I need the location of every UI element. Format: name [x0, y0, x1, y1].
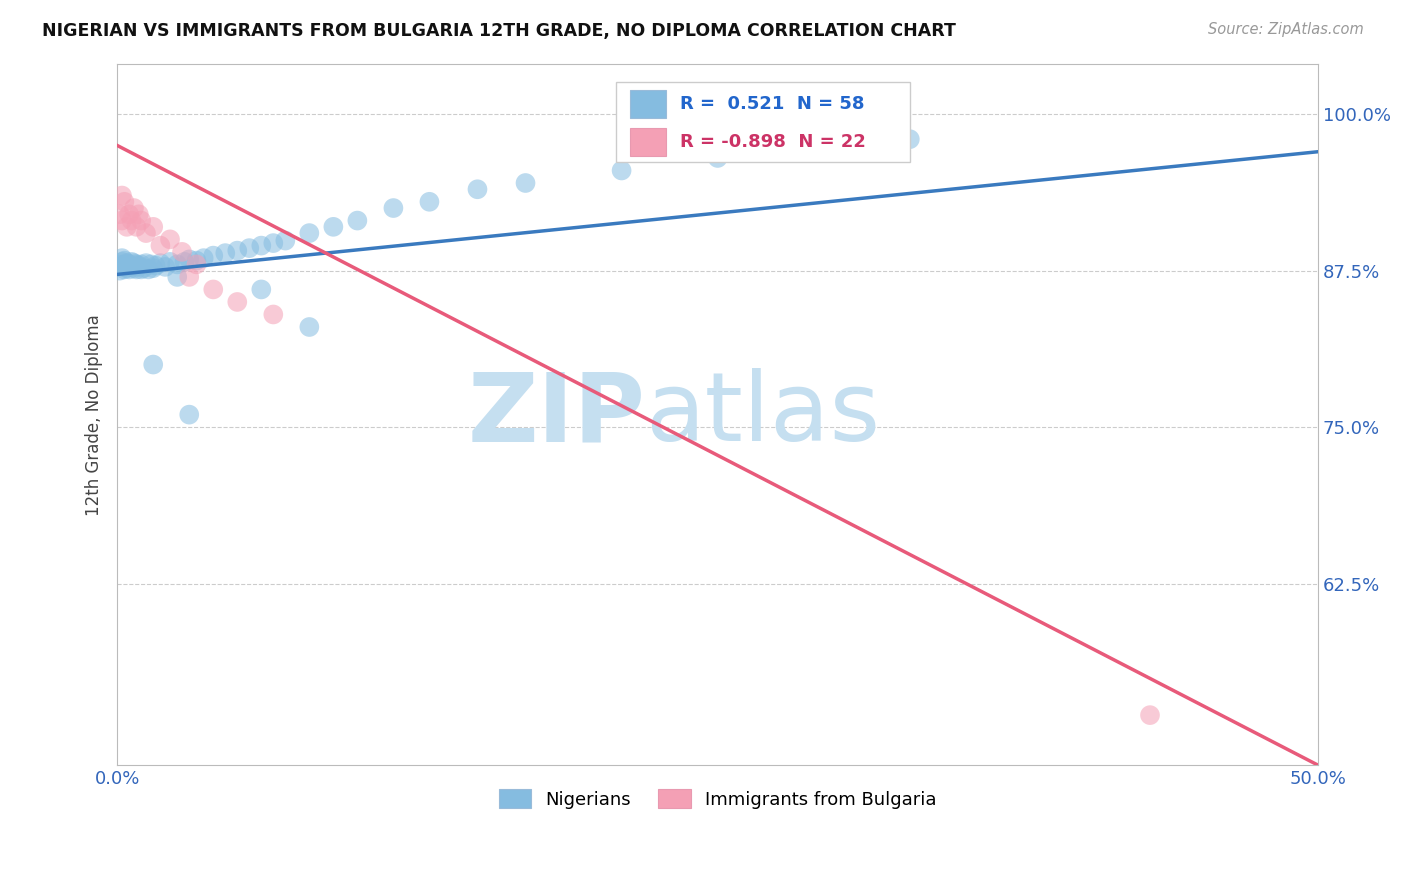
Text: ZIP: ZIP: [468, 368, 645, 461]
Text: atlas: atlas: [645, 368, 880, 461]
FancyBboxPatch shape: [630, 128, 666, 156]
Point: [515, 176, 537, 190]
Point: [122, 201, 145, 215]
Point: [128, 207, 150, 221]
Point: [202, 249, 225, 263]
Text: Source: ZipAtlas.com: Source: ZipAtlas.com: [1208, 22, 1364, 37]
Point: [118, 262, 141, 277]
Point: [382, 201, 405, 215]
Legend: Nigerians, Immigrants from Bulgaria: Nigerians, Immigrants from Bulgaria: [491, 781, 943, 816]
Point: [159, 232, 181, 246]
Point: [135, 256, 157, 270]
Point: [346, 213, 368, 227]
Text: R =  0.521  N = 58: R = 0.521 N = 58: [681, 95, 865, 113]
Point: [142, 261, 165, 276]
Point: [132, 261, 155, 276]
Point: [467, 182, 489, 196]
Point: [112, 194, 135, 209]
Point: [706, 151, 728, 165]
Point: [186, 253, 208, 268]
Point: [142, 358, 165, 372]
Point: [179, 269, 201, 284]
Point: [121, 213, 143, 227]
Point: [129, 257, 152, 271]
Point: [898, 132, 921, 146]
Point: [125, 219, 148, 234]
Point: [112, 257, 135, 271]
Point: [173, 255, 195, 269]
Point: [112, 262, 135, 277]
Y-axis label: 12th Grade, No Diploma: 12th Grade, No Diploma: [86, 314, 103, 516]
Point: [298, 226, 321, 240]
Point: [274, 234, 297, 248]
Point: [121, 260, 143, 274]
Point: [226, 295, 249, 310]
Point: [111, 213, 134, 227]
Point: [115, 256, 138, 270]
Point: [108, 257, 131, 271]
Point: [193, 251, 215, 265]
Point: [112, 253, 135, 268]
Point: [129, 262, 152, 277]
Point: [186, 257, 208, 271]
Point: [179, 408, 201, 422]
Point: [128, 259, 150, 273]
Point: [250, 282, 273, 296]
FancyBboxPatch shape: [630, 90, 666, 118]
FancyBboxPatch shape: [616, 81, 910, 162]
Point: [145, 259, 167, 273]
Point: [250, 238, 273, 252]
Point: [803, 145, 825, 159]
Point: [155, 260, 177, 274]
Point: [135, 226, 157, 240]
Point: [322, 219, 344, 234]
Point: [125, 257, 148, 271]
Point: [202, 282, 225, 296]
Point: [298, 320, 321, 334]
Point: [138, 262, 160, 277]
Point: [111, 260, 134, 274]
Point: [214, 246, 236, 260]
Point: [118, 207, 141, 221]
Text: R = -0.898  N = 22: R = -0.898 N = 22: [681, 133, 866, 151]
Point: [108, 263, 131, 277]
Point: [179, 252, 201, 267]
Point: [610, 163, 633, 178]
Point: [418, 194, 440, 209]
Point: [142, 219, 165, 234]
Point: [122, 261, 145, 276]
Point: [121, 255, 143, 269]
Point: [115, 219, 138, 234]
Point: [111, 188, 134, 202]
Point: [149, 238, 172, 252]
Point: [111, 255, 134, 269]
Point: [166, 269, 188, 284]
Point: [149, 256, 172, 270]
Point: [122, 256, 145, 270]
Point: [125, 262, 148, 277]
Point: [115, 261, 138, 276]
Point: [238, 241, 260, 255]
Point: [166, 257, 188, 271]
Point: [108, 207, 131, 221]
Point: [262, 308, 284, 322]
Point: [1139, 708, 1161, 723]
Text: NIGERIAN VS IMMIGRANTS FROM BULGARIA 12TH GRADE, NO DIPLOMA CORRELATION CHART: NIGERIAN VS IMMIGRANTS FROM BULGARIA 12T…: [42, 22, 956, 40]
Point: [111, 251, 134, 265]
Point: [226, 244, 249, 258]
Point: [262, 236, 284, 251]
Point: [159, 255, 181, 269]
Point: [170, 244, 193, 259]
Point: [139, 257, 162, 271]
Point: [129, 213, 152, 227]
Point: [118, 257, 141, 271]
